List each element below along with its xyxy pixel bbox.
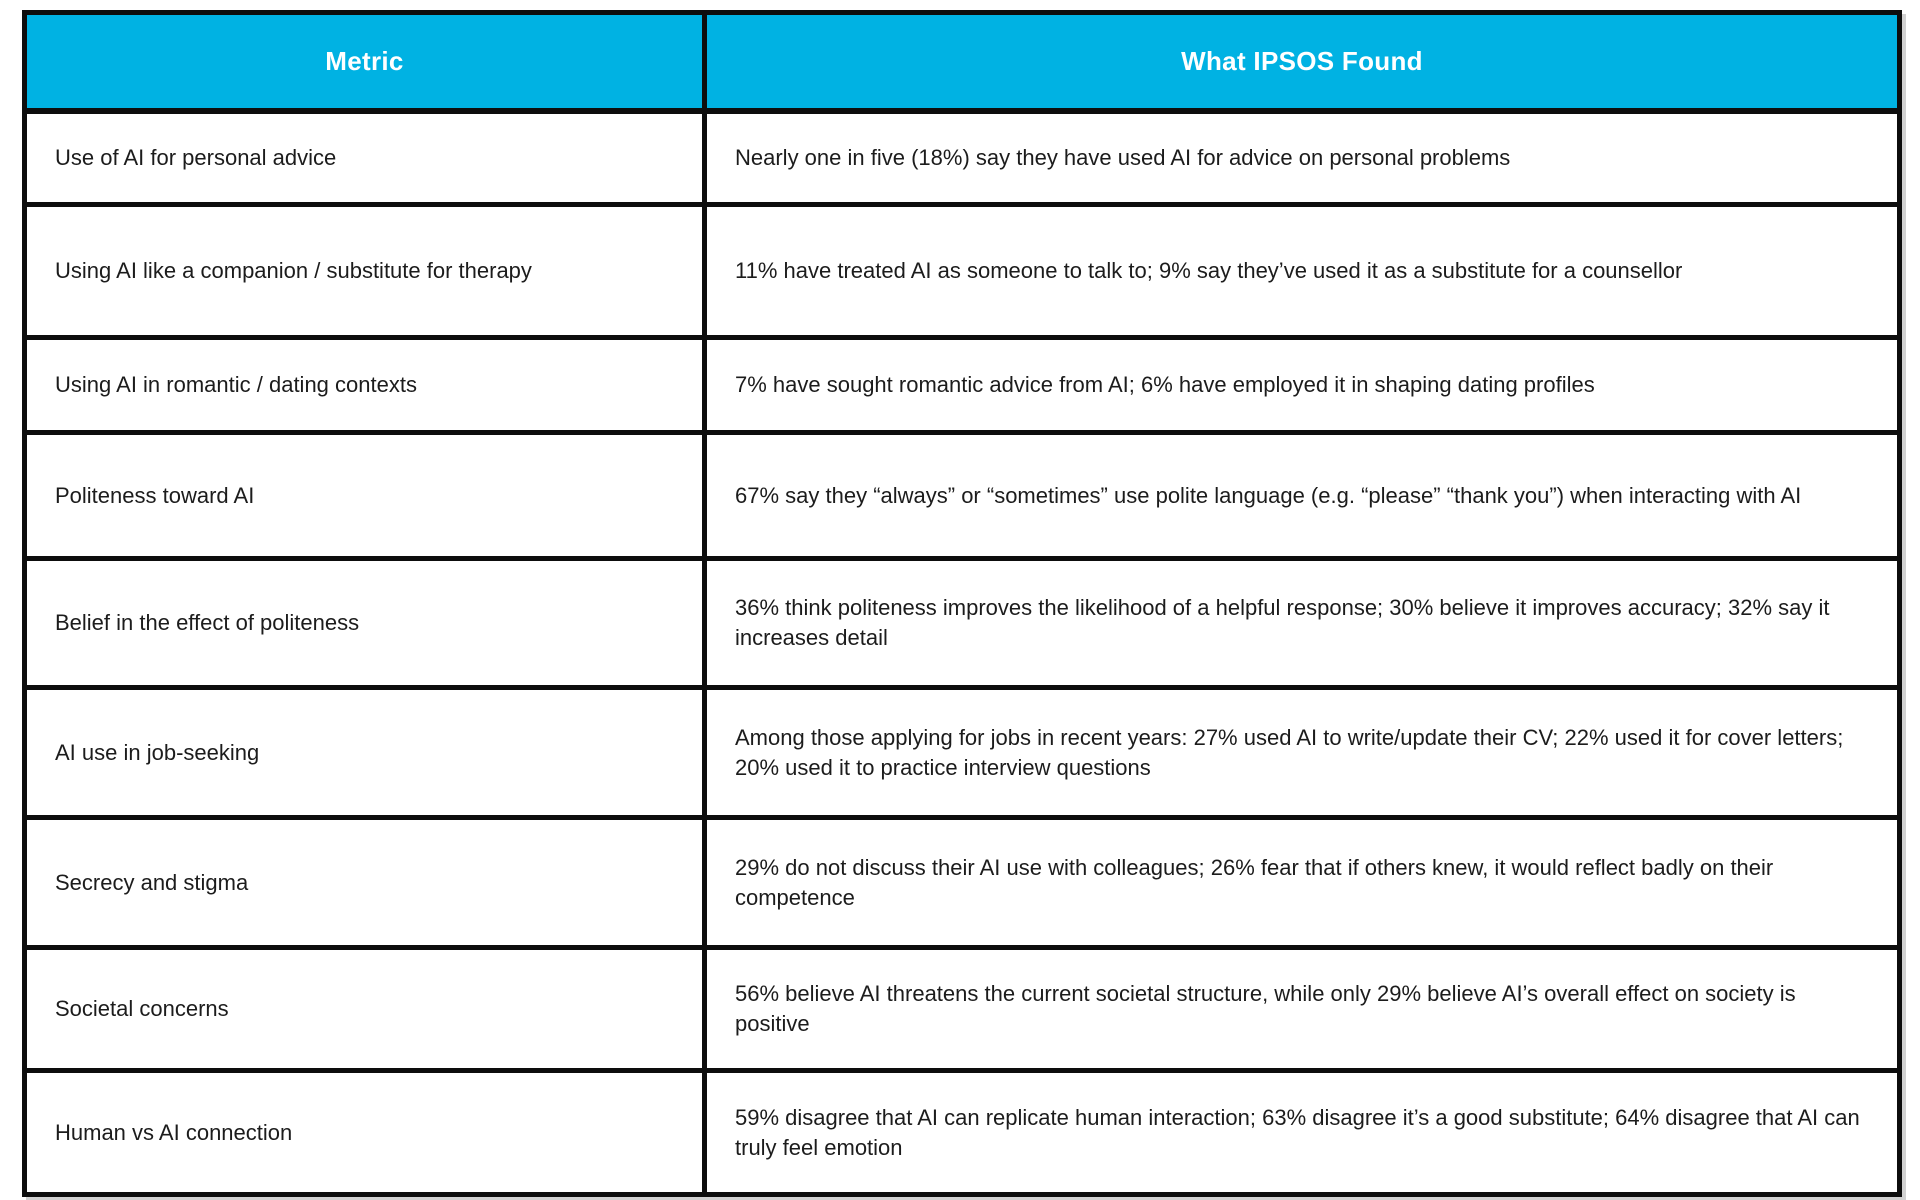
finding-cell: Among those applying for jobs in recent …	[702, 685, 1902, 820]
metric-cell: Secrecy and stigma	[22, 815, 707, 950]
column-header-metric: Metric	[22, 10, 707, 114]
metric-cell: Using AI like a companion / substitute f…	[22, 202, 707, 340]
ipsos-findings-table: Metric What IPSOS Found Use of AI for pe…	[22, 10, 1902, 1197]
metric-cell: Using AI in romantic / dating contexts	[22, 335, 707, 435]
table-row: Use of AI for personal advice Nearly one…	[22, 108, 1902, 207]
metric-cell: Human vs AI connection	[22, 1068, 707, 1197]
finding-cell: 7% have sought romantic advice from AI; …	[702, 335, 1902, 435]
metric-cell: Politeness toward AI	[22, 430, 707, 561]
finding-cell: 67% say they “always” or “sometimes” use…	[702, 430, 1902, 561]
metric-cell: Societal concerns	[22, 945, 707, 1073]
table-row: Politeness toward AI 67% say they “alway…	[22, 430, 1902, 561]
finding-cell: Nearly one in five (18%) say they have u…	[702, 108, 1902, 207]
metric-cell: AI use in job-seeking	[22, 685, 707, 820]
table-row: Secrecy and stigma 29% do not discuss th…	[22, 815, 1902, 950]
table-row: Using AI like a companion / substitute f…	[22, 202, 1902, 340]
finding-cell: 56% believe AI threatens the current soc…	[702, 945, 1902, 1073]
finding-cell: 36% think politeness improves the likeli…	[702, 556, 1902, 690]
table-row: Using AI in romantic / dating contexts 7…	[22, 335, 1902, 435]
table-row: AI use in job-seeking Among those applyi…	[22, 685, 1902, 820]
header-row: Metric What IPSOS Found	[22, 10, 1902, 114]
metric-cell: Use of AI for personal advice	[22, 108, 707, 207]
finding-cell: 29% do not discuss their AI use with col…	[702, 815, 1902, 950]
finding-cell: 59% disagree that AI can replicate human…	[702, 1068, 1902, 1197]
finding-cell: 11% have treated AI as someone to talk t…	[702, 202, 1902, 340]
column-header-findings: What IPSOS Found	[702, 10, 1902, 114]
table-row: Belief in the effect of politeness 36% t…	[22, 556, 1902, 690]
metric-cell: Belief in the effect of politeness	[22, 556, 707, 690]
table-row: Human vs AI connection 59% disagree that…	[22, 1068, 1902, 1197]
table-row: Societal concerns 56% believe AI threate…	[22, 945, 1902, 1073]
